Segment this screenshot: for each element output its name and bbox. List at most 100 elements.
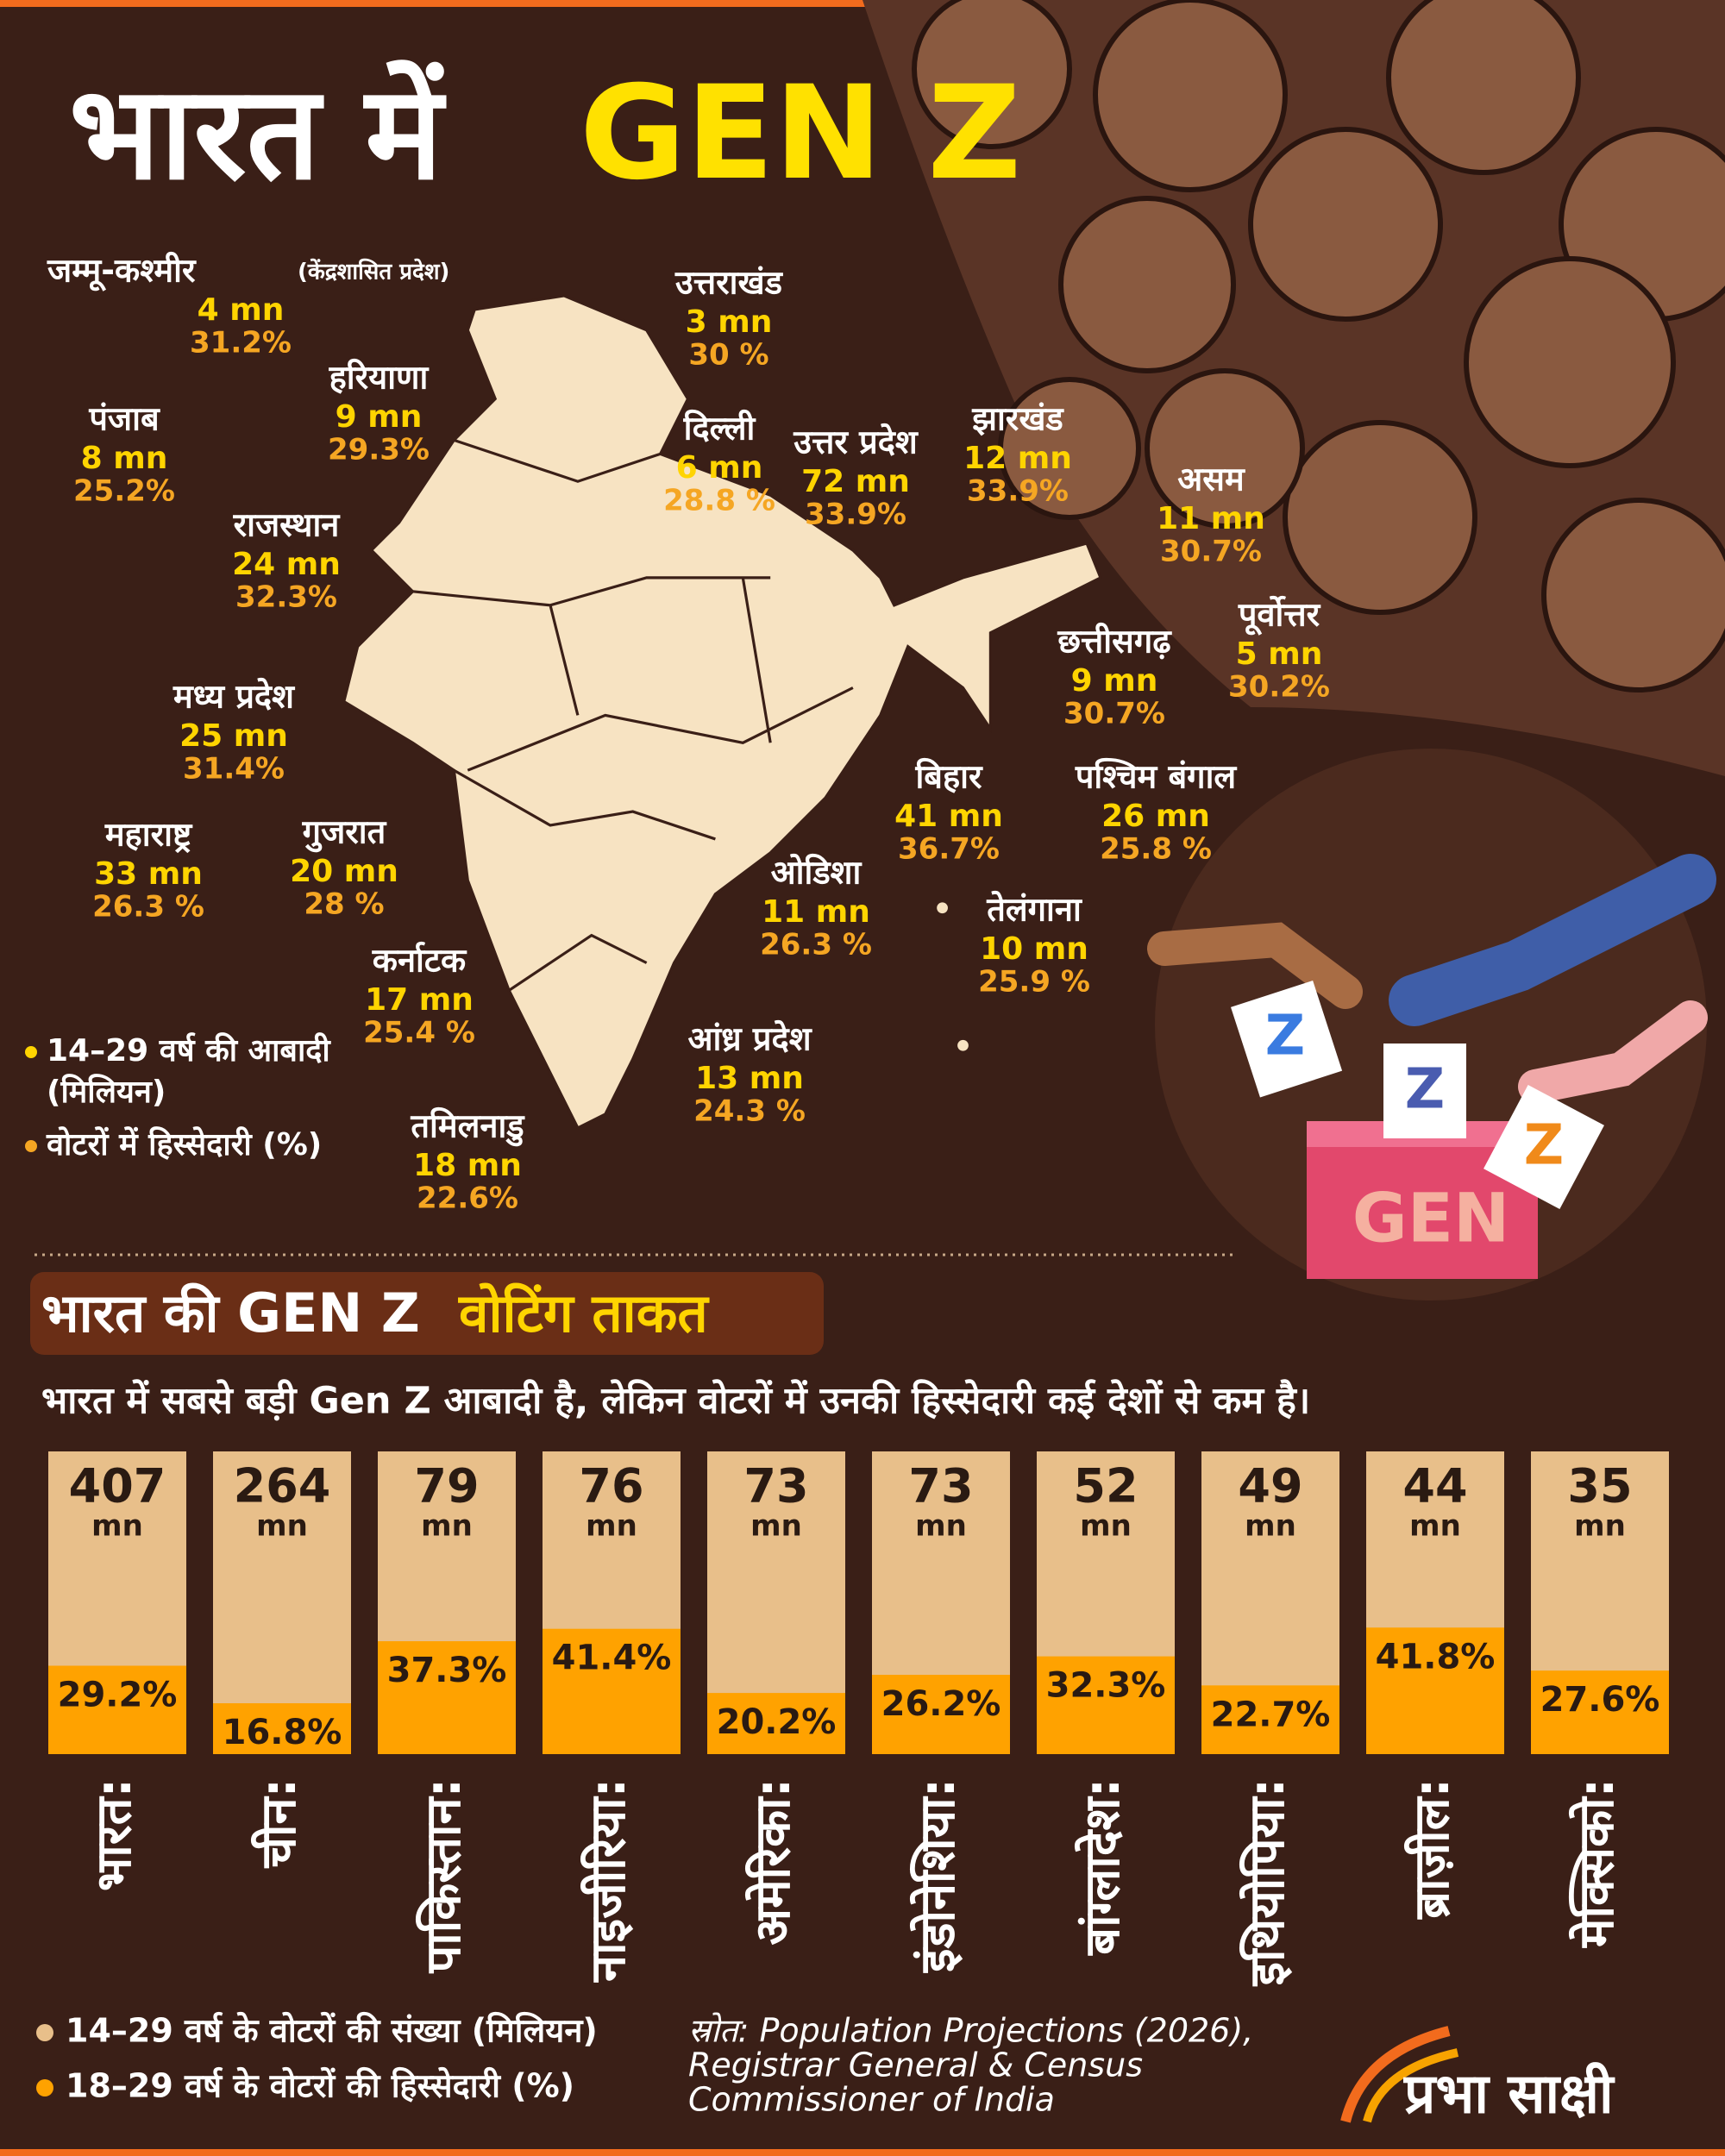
region-population: 11 mn [1157, 501, 1265, 536]
region-population: 26 mn [1101, 799, 1210, 834]
region-note: (केंद्रशासित प्रदेश) [298, 259, 449, 285]
region-share: 24.3 % [693, 1094, 806, 1129]
share-label: 27.6% [1540, 1680, 1660, 1720]
region-share: 29.3% [328, 433, 430, 467]
ballot-illustration [1147, 749, 1716, 1300]
legend-dot [25, 1140, 37, 1152]
region-share: 25.4 % [363, 1016, 475, 1050]
region-population: 17 mn [365, 982, 474, 1018]
country-label: इथियोपिया: [1239, 1778, 1295, 1986]
region-name: पंजाब [88, 400, 160, 438]
share-bar [543, 1628, 681, 1754]
region-share: 30.2% [1228, 670, 1330, 705]
region-population: 4 mn [198, 292, 285, 328]
population-value: 264 [234, 1459, 331, 1514]
map-legend-text: (मिलियन) [47, 1074, 166, 1110]
population-unit: mn [256, 1509, 308, 1544]
country-label: इंडोनेशिया: [909, 1778, 966, 1973]
region-name: हरियाणा [329, 359, 430, 397]
region-name: पश्चिम बंगाल [1075, 758, 1238, 796]
source: Registrar General & Census [688, 2046, 1143, 2084]
bar-chart: 407mn29.2%भारत:264mn16.8%चीन:79mn37.3%पा… [48, 1451, 1669, 1986]
legend-label: 14–29 वर्ष के वोटरों की संख्या (मिलियन) [66, 2012, 598, 2050]
share-label: 26.2% [881, 1684, 1001, 1724]
region-population: 20 mn [290, 854, 398, 889]
population-unit: mn [91, 1509, 143, 1544]
section-title-part1: भारत की GEN Z [41, 1282, 420, 1344]
share-label: 37.3% [387, 1651, 507, 1690]
share-bar [213, 1703, 351, 1754]
top-stripe [0, 0, 1725, 7]
india-map [342, 294, 1103, 1131]
region-name: असम [1177, 461, 1245, 498]
region-name: कर्नाटक [372, 942, 467, 980]
population-value: 73 [743, 1459, 808, 1514]
region-name: राजस्थान [233, 506, 342, 544]
chart-subtitle: भारत में सबसे बड़ी Gen Z आबादी है, लेकिन… [41, 1379, 1310, 1423]
population-value: 35 [1567, 1459, 1632, 1514]
population-value: 52 [1073, 1459, 1138, 1514]
legend-dot [36, 2024, 53, 2041]
map-legend-text: 14–29 वर्ष की आबादी [47, 1032, 331, 1069]
region-name: तेलंगाना [986, 891, 1082, 929]
country-label: ब्राज़ील: [1403, 1778, 1460, 1920]
region-name: उत्तर प्रदेश [793, 423, 919, 461]
ballot-box-label: GEN [1352, 1180, 1510, 1257]
region-name: गुजरात [302, 813, 387, 853]
share-bar [872, 1675, 1010, 1754]
region-share: 32.3% [235, 580, 337, 615]
share-label: 32.3% [1046, 1666, 1166, 1706]
region-share: 25.8 % [1100, 832, 1212, 867]
map-legend-text: वोटरों में हिस्सेदारी (%) [46, 1126, 322, 1163]
region-population: 41 mn [894, 799, 1003, 834]
share-bar [707, 1693, 845, 1754]
share-bar [48, 1665, 186, 1754]
share-label: 20.2% [717, 1702, 837, 1742]
card-label: Z [1524, 1114, 1564, 1178]
region-population: 8 mn [81, 441, 168, 476]
region-share: 36.7% [898, 832, 1000, 867]
population-value: 73 [908, 1459, 973, 1514]
region-population: 6 mn [676, 450, 763, 486]
region-name: मध्य प्रदेश [172, 678, 295, 716]
country-label: भारत: [86, 1778, 142, 1891]
region-population: 3 mn [686, 304, 773, 340]
region-share: 31.2% [190, 326, 292, 360]
country-label: बांग्लादेश: [1074, 1778, 1131, 1956]
logo-mark [1340, 2026, 1459, 2123]
region-name: बिहार [914, 758, 983, 796]
region-share: 26.3 % [92, 890, 204, 924]
population-unit: mn [1245, 1509, 1296, 1544]
population-unit: mn [1574, 1509, 1626, 1544]
country-label: नाइजीरिया: [580, 1778, 637, 1983]
region-name: ओडिशा [771, 854, 862, 892]
region-share: 26.3 % [760, 928, 872, 962]
population-unit: mn [421, 1509, 473, 1544]
country-label: चीन: [250, 1778, 307, 1869]
region-share: 30.7% [1063, 697, 1165, 731]
share-label: 16.8% [223, 1713, 342, 1752]
share-bar [1366, 1627, 1504, 1754]
region-population: 10 mn [980, 931, 1088, 967]
region-name: महाराष्ट्र [104, 816, 193, 854]
share-label: 22.7% [1211, 1695, 1331, 1734]
source: स्रोत: Population Projections (2026), [688, 2012, 1253, 2050]
population-unit: mn [1080, 1509, 1132, 1544]
population-value: 49 [1238, 1459, 1302, 1514]
logo: प्रभा साक्षी [1403, 2062, 1615, 2127]
title-part1: भारत में [69, 59, 447, 209]
card-label: Z [1405, 1058, 1445, 1122]
population-value: 44 [1402, 1459, 1467, 1514]
region-share: 31.4% [183, 752, 285, 787]
share-bar [1201, 1685, 1339, 1754]
population-unit: mn [1409, 1509, 1461, 1544]
share-bar [1037, 1656, 1175, 1754]
region-name: पूर्वोत्तर [1238, 596, 1321, 636]
country-label: अमेरिका: [744, 1778, 801, 1946]
region-name: दिल्ली [683, 410, 756, 448]
population-unit: mn [586, 1509, 637, 1544]
region-share: 28 % [304, 887, 384, 922]
region-share: 22.6% [417, 1181, 518, 1216]
population-unit: mn [750, 1509, 802, 1544]
